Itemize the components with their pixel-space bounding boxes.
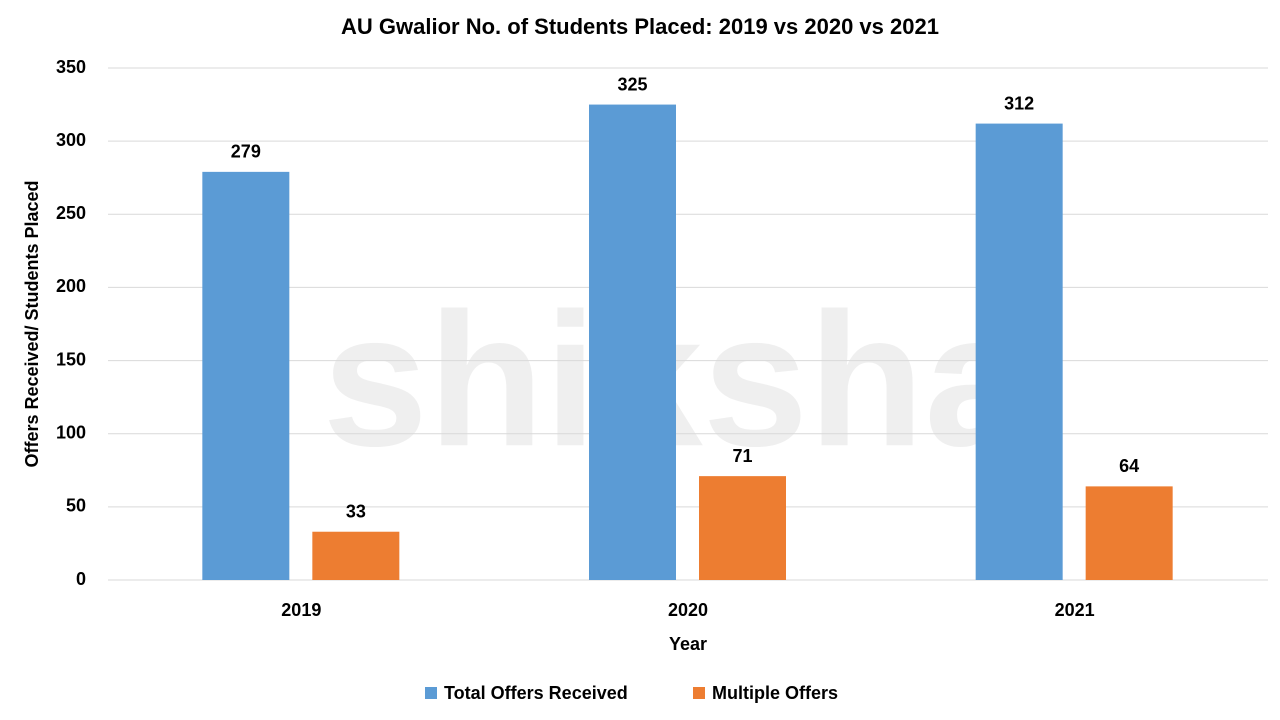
data-label: 279 [231,142,261,162]
bar [202,171,290,580]
y-tick-label: 50 [66,496,86,516]
y-tick-label: 200 [56,276,86,296]
data-label: 64 [1119,456,1139,476]
y-tick-label: 350 [56,57,86,77]
y-axis-label: Offers Received/ Students Placed [22,180,42,467]
chart-title: AU Gwalior No. of Students Placed: 2019 … [341,14,939,39]
legend-label: Multiple Offers [712,683,838,703]
y-tick-label: 0 [76,569,86,589]
bar [975,123,1063,581]
x-tick-label: 2021 [1055,600,1095,620]
watermark: shiksha [322,274,1031,486]
bar [699,476,786,580]
bar [1085,486,1173,580]
data-label: 33 [346,501,366,521]
bar [589,104,676,581]
bar [312,531,400,580]
x-tick-label: 2019 [281,600,321,620]
legend-label: Total Offers Received [444,683,628,703]
x-axis-label: Year [669,634,707,654]
y-tick-label: 300 [56,130,86,150]
x-tick-label: 2020 [668,600,708,620]
data-label: 71 [732,446,752,466]
data-label: 312 [1004,93,1034,113]
y-tick-label: 250 [56,203,86,223]
y-tick-label: 150 [56,349,86,369]
data-label: 325 [617,74,647,94]
y-tick-label: 100 [56,422,86,442]
legend-swatch [425,687,437,699]
legend-swatch [693,687,705,699]
